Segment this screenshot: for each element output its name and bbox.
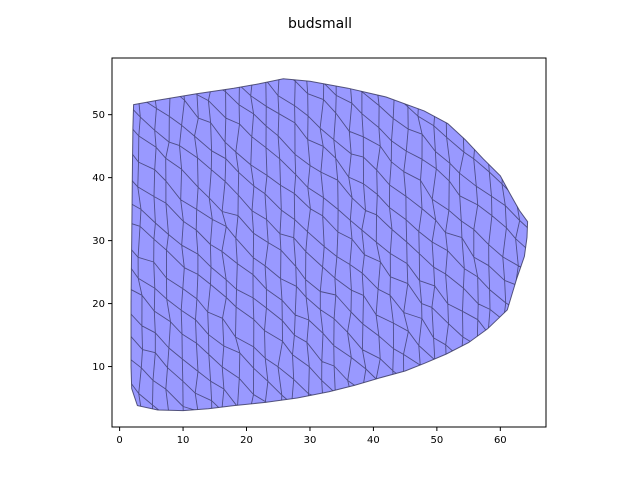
axes-frame [111, 57, 547, 428]
y-tick-label: 30 [92, 236, 105, 247]
mesh-fill [131, 78, 528, 411]
plot-area: 0 10 20 30 40 50 60 10 20 30 40 50 [92, 57, 547, 446]
x-tick-label: 60 [494, 435, 507, 446]
x-tick-label: 30 [304, 435, 317, 446]
chart-title: budsmall [288, 16, 352, 32]
y-tick-label: 50 [92, 110, 105, 121]
x-tick-label: 10 [177, 435, 190, 446]
y-tick-label: 40 [92, 173, 105, 184]
mesh-outline [130, 78, 529, 412]
y-tick-label: 20 [92, 299, 105, 310]
x-tick-label: 20 [240, 435, 253, 446]
y-tick-label: 10 [92, 362, 105, 373]
x-tick-label: 0 [116, 435, 122, 446]
x-tick-label: 50 [430, 435, 443, 446]
x-tick-label: 40 [367, 435, 380, 446]
